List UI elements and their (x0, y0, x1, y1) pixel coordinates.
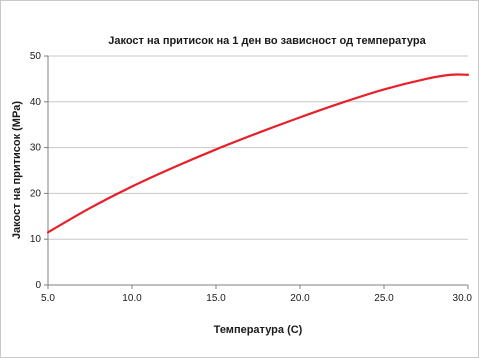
x-tick-labels: 5.0 10.0 15.0 20.0 25.0 30.0 (41, 293, 472, 304)
y-tick-label: 10 (30, 234, 42, 245)
x-tick-label: 20.0 (290, 293, 310, 304)
x-tick-label: 5.0 (41, 293, 55, 304)
chart-title: Јакост на притисок на 1 ден во зависност… (108, 35, 426, 47)
y-tick-labels: 0 10 20 30 40 50 (30, 51, 42, 291)
series-line (46, 73, 470, 234)
y-tick-label: 20 (30, 188, 42, 199)
y-tick-label: 30 (30, 143, 42, 154)
x-axis-label: Температура (C) (214, 324, 303, 336)
x-tick-label: 25.0 (374, 293, 394, 304)
series-group (46, 73, 470, 234)
x-tick-label: 10.0 (122, 293, 142, 304)
y-tick-label: 0 (35, 280, 41, 291)
x-tick-label: 30.0 (453, 293, 473, 304)
x-tick-label: 15.0 (206, 293, 226, 304)
y-tick-label: 40 (30, 97, 42, 108)
y-axis-label: Јакост на притисок (MPa) (11, 101, 23, 240)
y-tick-label: 50 (30, 51, 42, 62)
axes (44, 55, 469, 289)
